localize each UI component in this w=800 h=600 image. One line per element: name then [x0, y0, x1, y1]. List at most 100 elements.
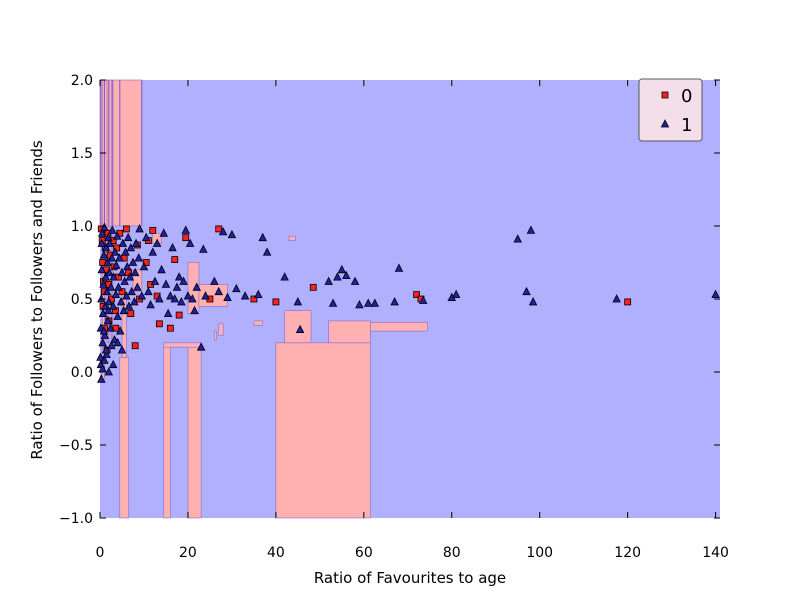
region-class-0: [288, 235, 296, 241]
point-class-1: [103, 257, 112, 266]
point-class-0: [250, 295, 258, 303]
y-tick-label: −1.0: [59, 511, 93, 527]
point-class-1: [100, 355, 109, 364]
point-class-1: [201, 291, 210, 300]
x-tick-label: 120: [614, 545, 641, 561]
x-tick-label: 40: [267, 545, 285, 561]
point-class-1: [174, 272, 184, 281]
point-class-1: [394, 263, 404, 272]
point-class-1: [113, 311, 122, 320]
point-class-1: [109, 272, 118, 281]
y-tick-label: 0.5: [71, 292, 93, 308]
legend-label: 0: [681, 86, 692, 107]
point-class-1: [526, 225, 536, 234]
point-class-1: [110, 247, 120, 256]
point-class-1: [163, 308, 173, 318]
point-class-1: [280, 272, 289, 281]
point-class-1: [130, 267, 140, 277]
point-class-1: [114, 282, 123, 291]
point-class-1: [144, 286, 153, 296]
region-class-0: [187, 346, 202, 519]
point-class-1: [120, 276, 129, 285]
point-class-1: [324, 276, 333, 285]
point-class-1: [210, 276, 219, 285]
point-class-1: [97, 228, 107, 237]
point-class-1: [97, 238, 107, 247]
region-class-0: [214, 330, 217, 341]
point-class-1: [218, 226, 228, 236]
point-class-1: [185, 238, 195, 247]
x-tick-label: 60: [355, 545, 373, 561]
point-class-1: [99, 250, 109, 259]
legend: 01: [638, 78, 703, 142]
point-class-1: [227, 229, 237, 239]
point-class-1: [100, 222, 109, 231]
point-class-1: [102, 286, 112, 296]
point-class-1: [97, 264, 107, 274]
region-class-0: [132, 269, 143, 292]
point-class-1: [106, 323, 115, 332]
point-class-1: [148, 247, 158, 256]
point-class-1: [370, 298, 380, 307]
point-class-1: [451, 289, 461, 299]
point-class-0: [624, 298, 632, 306]
point-class-1: [660, 119, 670, 128]
region-class-0: [119, 357, 129, 519]
x-tick-label: 80: [443, 545, 461, 561]
point-class-1: [130, 297, 139, 306]
point-class-1: [254, 289, 263, 299]
point-class-1: [104, 297, 114, 306]
point-class-0: [171, 256, 179, 263]
point-class-1: [105, 238, 114, 247]
point-class-1: [104, 267, 114, 277]
point-class-1: [240, 291, 250, 300]
point-class-1: [98, 337, 107, 347]
point-class-1: [103, 316, 113, 325]
x-axis-title: Ratio of Favourites to age: [314, 569, 506, 587]
y-tick-label: −0.5: [59, 438, 93, 454]
region-class-0: [198, 284, 228, 307]
point-class-1: [122, 291, 131, 300]
point-class-1: [214, 286, 223, 296]
point-class-1: [116, 297, 126, 306]
point-class-1: [101, 272, 110, 281]
point-class-1: [418, 295, 428, 304]
legend-box: [638, 78, 703, 142]
point-class-1: [172, 282, 182, 291]
point-class-1: [528, 297, 538, 306]
region-class-0: [163, 346, 171, 519]
point-class-1: [125, 272, 135, 281]
point-class-1: [127, 286, 136, 296]
region-class-0: [275, 342, 371, 519]
y-tick-label: 2.0: [71, 73, 93, 89]
region-class-0: [99, 79, 143, 227]
point-class-1: [152, 238, 162, 247]
point-class-1: [123, 232, 133, 242]
point-class-0: [155, 320, 163, 328]
point-class-0: [127, 310, 135, 318]
point-class-0: [661, 91, 669, 99]
point-class-1: [119, 305, 129, 315]
point-class-1: [157, 264, 166, 274]
point-class-1: [100, 330, 110, 339]
region-class-0: [163, 342, 202, 348]
point-class-1: [113, 337, 122, 347]
point-class-1: [106, 282, 116, 291]
point-class-0: [142, 259, 150, 266]
point-class-1: [522, 286, 531, 296]
point-class-1: [121, 247, 130, 256]
point-class-1: [161, 279, 171, 288]
point-class-1: [108, 225, 117, 234]
point-class-0: [118, 288, 126, 296]
point-class-1: [150, 276, 160, 285]
point-class-1: [101, 301, 110, 310]
point-class-1: [190, 305, 199, 315]
region-class-0: [328, 320, 371, 344]
point-class-1: [117, 267, 127, 277]
point-class-1: [117, 345, 127, 354]
point-class-1: [188, 294, 197, 303]
point-class-1: [134, 253, 143, 262]
point-class-1: [115, 326, 125, 335]
point-class-1: [155, 294, 164, 303]
